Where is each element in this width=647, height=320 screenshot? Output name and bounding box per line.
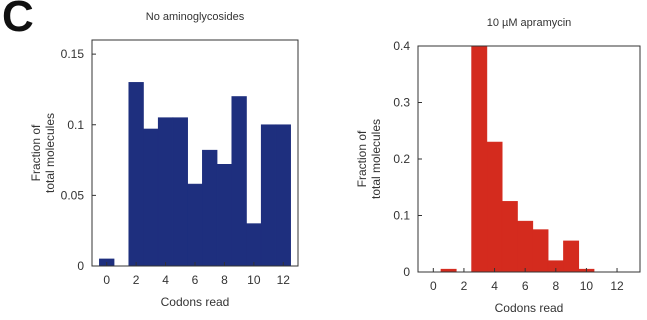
right-bar-codon-5 [501, 201, 518, 273]
right-bar-codon-3 [471, 45, 488, 273]
left-bar-codon-11 [260, 124, 277, 267]
left-bar-codon-3 [143, 128, 159, 267]
right-y-tick-label-1: 0.1 [393, 209, 410, 223]
right-bar-codon-9 [563, 240, 580, 273]
right-x-tick-label-10: 10 [580, 279, 594, 293]
left-x-tick-label-10: 10 [247, 273, 261, 287]
left-x-tick-label-6: 6 [192, 273, 199, 287]
right-bar-codon-6 [517, 220, 534, 273]
left-x-axis-label: Codons read [161, 295, 230, 309]
right-chart-title: 10 µM apramycin [487, 17, 572, 29]
left-y-tick-label-1: 0.05 [61, 188, 85, 202]
left-bar-codon-12 [275, 124, 291, 267]
right-x-axis-label: Codons read [495, 301, 564, 315]
right-x-tick-label-8: 8 [552, 279, 559, 293]
left-x-tick-label-0: 0 [103, 273, 110, 287]
panel-label: C [2, 0, 34, 41]
left-bar-codon-7 [202, 149, 218, 267]
right-y-axis-label: Fraction oftotal molecules [355, 119, 383, 199]
left-x-tick-label-2: 2 [133, 273, 140, 287]
left-x-tick-label-8: 8 [221, 273, 228, 287]
left-x-tick-label-4: 4 [162, 273, 169, 287]
left-y-tick-label-0: 0 [77, 259, 84, 273]
left-bar-codon-10 [246, 223, 262, 267]
left-bar-codon-6 [187, 183, 203, 267]
right-bar-codon-4 [486, 141, 503, 273]
right-y-tick-label-2: 0.2 [393, 152, 410, 166]
left-bar-codon-2 [128, 82, 144, 267]
left-chart-title: No aminoglycosides [146, 11, 245, 23]
left-y-axis-label: Fraction oftotal molecules [29, 113, 57, 193]
left-y-tick-label-3: 0.15 [61, 47, 85, 61]
left-bar-codon-8 [216, 164, 233, 267]
left-bar-codon-5 [172, 117, 188, 267]
left-y-tick-label-2: 0.1 [67, 118, 84, 132]
right-y-tick-label-4: 0.4 [393, 39, 410, 53]
right-x-tick-label-4: 4 [491, 279, 498, 293]
right-x-tick-label-2: 2 [461, 279, 468, 293]
right-x-tick-label-0: 0 [430, 279, 437, 293]
right-x-tick-label-12: 12 [610, 279, 624, 293]
right-bar-codon-7 [532, 229, 549, 273]
right-y-tick-label-0: 0 [403, 265, 410, 279]
right-y-tick-label-3: 0.3 [393, 96, 410, 110]
left-bar-codon-4 [157, 117, 174, 267]
right-x-tick-label-6: 6 [522, 279, 529, 293]
left-bar-codon-9 [231, 96, 247, 267]
left-x-tick-label-12: 12 [277, 273, 291, 287]
